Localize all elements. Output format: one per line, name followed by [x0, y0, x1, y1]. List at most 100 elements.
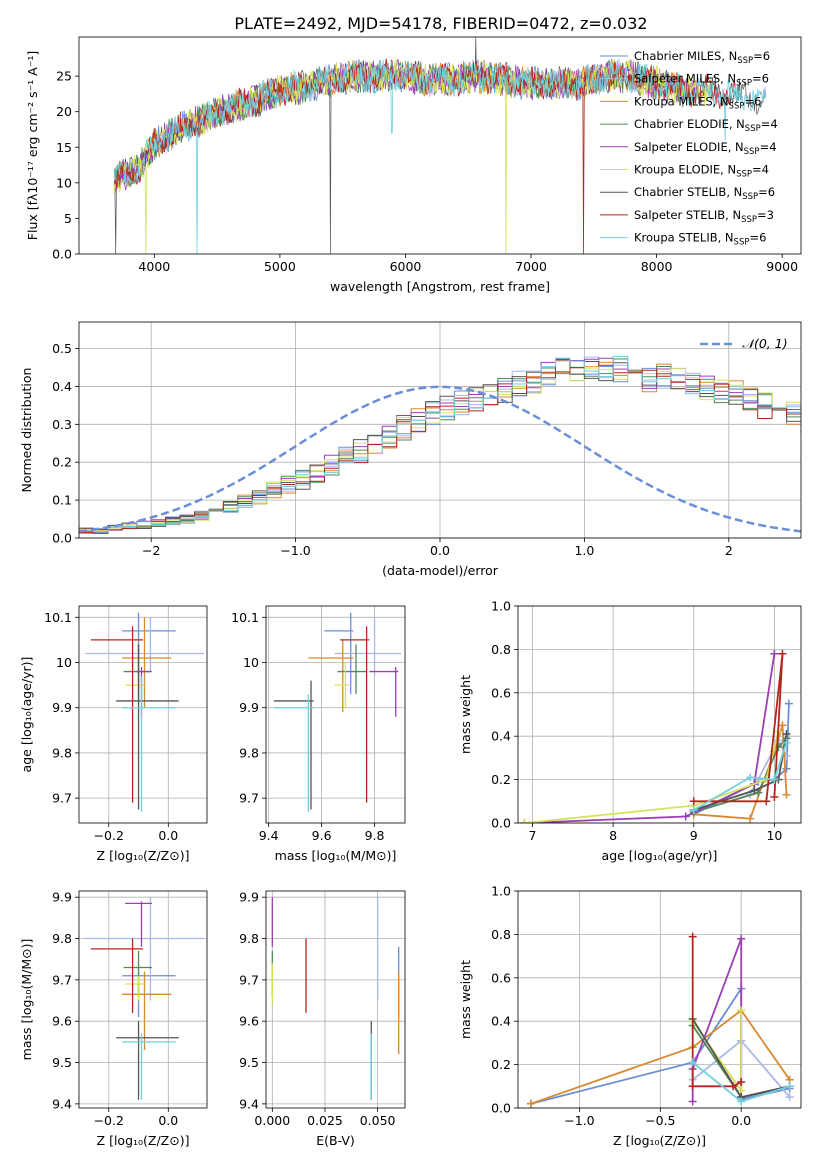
x-tick-label: 8000 [641, 259, 673, 274]
axes-frame [78, 890, 208, 1109]
x-axis-label: mass [log₁₀(M/M⊙)] [275, 848, 397, 863]
axis-ticks: 0.000 0.025 0.050 9.4 9.5 9.6 9.7 9.8 9.9 [239, 890, 395, 1128]
y-tick-label: 9.9 [52, 700, 72, 715]
legend-entry-normal: 𝒩(0, 1) [742, 336, 788, 351]
spectrum-series-8 [113, 59, 767, 254]
weight-series-8 [693, 742, 788, 811]
weight-marker-5-0 [520, 819, 529, 823]
figure-title: PLATE=2492, MJD=54178, FIBERID=0472, z=0… [234, 14, 647, 33]
weight-marker-2-3 [778, 721, 787, 730]
weight-marker-0-4 [784, 699, 793, 708]
x-axis-label: Z [log₁₀(Z/Z⊙)] [613, 1133, 706, 1148]
y-tick-label: 10 [56, 655, 72, 670]
y-tick-label: 9.6 [52, 1014, 72, 1029]
axes-frame [78, 605, 208, 824]
massweight-vs-age-panel: 7 8 9 10 0.0 0.2 0.4 0.6 0.8 1.0 age [log₁₀(age/yr… [458, 599, 802, 863]
legend-entry-3: Chabrier ELODIE, NSSP=4 [634, 117, 778, 134]
weight-marker-1-2 [785, 1093, 794, 1102]
y-axis-label: age [log₁₀(age/yr)] [19, 657, 34, 773]
weight-series-7 [693, 653, 784, 803]
plot-area [271, 897, 400, 1100]
y-tick-label: 20 [56, 104, 72, 119]
y-tick-label: 0.4 [52, 379, 72, 394]
weight-marker-2-4 [782, 790, 791, 799]
x-tick-label: 7000 [515, 259, 547, 274]
weight-marker-2-0 [526, 1099, 535, 1108]
y-tick-label: 15 [56, 140, 72, 155]
axis-ticks: 4000 5000 6000 7000 8000 9000 0.0 5 10 15 20 25 [52, 69, 798, 274]
legend-entry-5: Kroupa ELODIE, NSSP=4 [634, 163, 769, 180]
mass-vs-ebv-panel: 0.000 0.025 0.050 9.4 9.5 9.6 9.7 9.8 9.9 E(B-V) [239, 890, 406, 1148]
x-tick-label: 2 [725, 543, 733, 558]
residual-histogram-panel: −2 −1.0 0.0 1.0 2 0.0 0.1 0.2 0.3 0.4 0.5 (data-mod… [19, 321, 802, 578]
y-tick-label: 9.8 [239, 745, 259, 760]
weight-marker-0-3 [782, 764, 791, 773]
weight-marker-4-2 [737, 934, 746, 943]
weight-marker-7-0 [689, 797, 698, 806]
legend-entry-7: Salpeter STELIB, NSSP=3 [634, 208, 774, 225]
normal-curve [79, 385, 801, 533]
axis-ticks: −0.2 0.0 9.4 9.5 9.6 9.7 9.8 9.9 [52, 890, 178, 1128]
x-tick-label: 7 [529, 828, 537, 843]
axes-frame [517, 890, 802, 1109]
weight-marker-7-1 [688, 1082, 697, 1091]
x-tick-label: 6000 [390, 259, 422, 274]
y-axis-label: mass weight [458, 960, 473, 1039]
plot-area [273, 612, 402, 812]
x-tick-label: 0.0 [731, 1113, 751, 1128]
axes-frame [517, 605, 802, 824]
x-tick-label: 9.8 [365, 828, 385, 843]
plot-area [520, 649, 793, 823]
axis-ticks: −2 −1.0 0.0 1.0 2 0.0 0.1 0.2 0.3 0.4 0.5 [52, 341, 733, 558]
y-tick-label: 9.8 [239, 931, 259, 946]
weight-marker-6-3 [782, 730, 791, 739]
x-tick-label: 9 [690, 828, 698, 843]
y-tick-label: 0.3 [52, 417, 72, 432]
weight-marker-7-1 [762, 797, 771, 806]
y-tick-label: 9.5 [239, 1055, 259, 1070]
legend-entry-8: Kroupa STELIB, NSSP=6 [634, 231, 766, 248]
y-axis-label: mass weight [458, 675, 473, 754]
x-tick-label: 4000 [138, 259, 170, 274]
weight-marker-3-2 [774, 743, 783, 752]
x-tick-label: 8 [609, 828, 617, 843]
y-axis-label: mass [log₁₀(M/M⊙)] [19, 939, 34, 1061]
weight-series-7 [691, 936, 742, 1088]
weight-series-2 [530, 1009, 791, 1105]
y-tick-label: 9.9 [239, 890, 259, 905]
x-axis-label: Z [log₁₀(Z/Z⊙)] [97, 1133, 190, 1148]
x-tick-label: 0.000 [254, 1113, 290, 1128]
y-tick-label: 0.0 [491, 1101, 511, 1116]
age-vs-mass-panel: 9.4 9.6 9.8 9.7 9.8 9.9 10 10.1 mass [log₁₀(M/M⊙… [231, 605, 406, 863]
x-tick-label: 0.0 [158, 1113, 178, 1128]
y-tick-label: 0.6 [491, 970, 511, 985]
y-tick-label: 0.4 [491, 1014, 511, 1029]
weight-marker-8-0 [688, 1058, 697, 1067]
weight-marker-8-1 [746, 773, 755, 782]
x-tick-label: 0.0 [158, 828, 178, 843]
y-tick-label: 0.2 [491, 1057, 511, 1072]
mass-vs-metallicity-panel: −0.2 0.0 9.4 9.5 9.6 9.7 9.8 9.9 Z [log₁₀(Z/Z⊙)]… [19, 890, 208, 1148]
y-tick-label: 25 [56, 69, 72, 84]
weight-series-5 [524, 731, 780, 823]
y-tick-label: 0.6 [491, 685, 511, 700]
x-tick-label: −0.2 [94, 1113, 124, 1128]
y-tick-label: 10 [56, 175, 72, 190]
residual-legend: 𝒩(0, 1) [700, 336, 788, 351]
plot-area [84, 897, 205, 1100]
plot-area [113, 37, 767, 254]
legend-entry-4: Salpeter ELODIE, NSSP=4 [634, 140, 777, 157]
axes-frame [78, 36, 802, 255]
x-tick-label: −2 [142, 543, 160, 558]
x-axis-label: wavelength [Angstrom, rest frame] [330, 279, 550, 294]
y-tick-label: 9.4 [239, 1096, 259, 1111]
weight-marker-4-1 [681, 812, 690, 821]
x-axis-label: (data-model)/error [382, 563, 499, 578]
weight-series-4 [524, 653, 776, 823]
axis-ticks: −0.2 0.0 9.7 9.8 9.9 10 10.1 [44, 610, 178, 843]
axes-frame [265, 890, 406, 1109]
y-tick-label: 1.0 [491, 599, 511, 614]
weight-marker-8-1 [737, 1097, 746, 1106]
y-tick-label: 0.8 [491, 927, 511, 942]
